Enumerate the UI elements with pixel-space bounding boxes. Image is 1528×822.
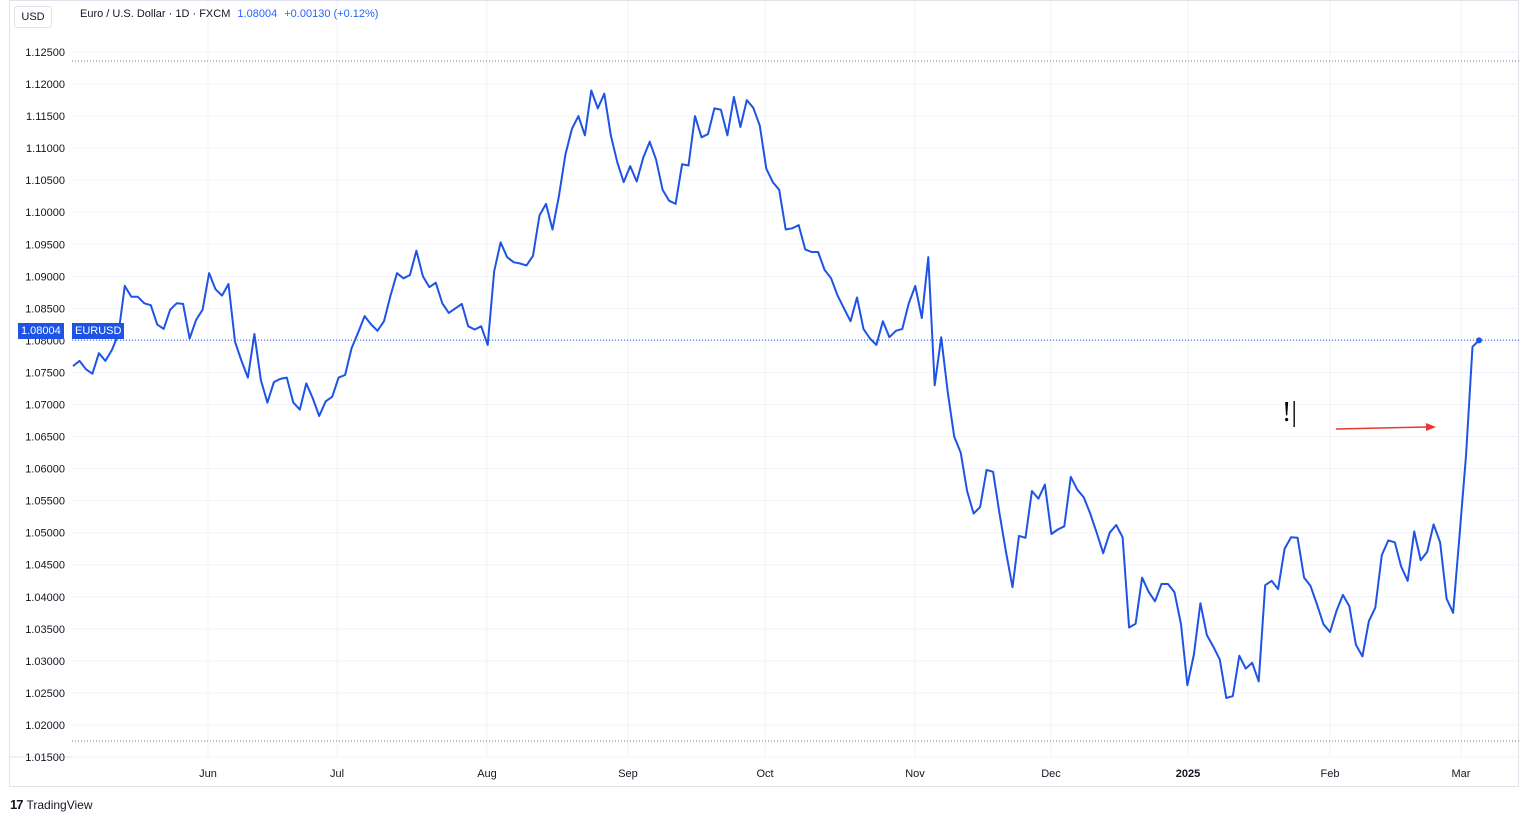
x-tick-label: Jul xyxy=(330,768,344,780)
x-tick-label: Sep xyxy=(618,768,638,780)
ticker-tag: EURUSD xyxy=(72,323,125,339)
y-axis-labels: 1.12500 1.12000 1.11500 1.11000 1.10500 1.100… xyxy=(25,47,65,764)
last-price-tag: 1.08004 xyxy=(18,323,64,339)
x-tick-label: Aug xyxy=(477,768,497,780)
y-tick-label: 1.12000 xyxy=(25,79,65,91)
x-tick-label: Feb xyxy=(1321,768,1340,780)
x-tick-label: 2025 xyxy=(1176,768,1200,780)
currency-selector[interactable]: USD xyxy=(14,6,52,28)
x-tick-label: Mar xyxy=(1452,768,1471,780)
y-tick-label: 1.06000 xyxy=(25,464,65,476)
x-axis-labels: Jun Jul Aug Sep Oct Nov Dec 2025 Feb Mar xyxy=(199,768,1471,780)
horizontal-gridlines xyxy=(72,51,1520,758)
x-tick-label: Oct xyxy=(756,768,773,780)
price-change: +0.00130 (+0.12%) xyxy=(284,8,379,20)
y-tick-label: 1.01500 xyxy=(25,752,65,764)
y-tick-label: 1.06500 xyxy=(25,432,65,444)
x-tick-label: Jun xyxy=(199,768,217,780)
y-tick-label: 1.08500 xyxy=(25,303,65,315)
y-tick-label: 1.02000 xyxy=(25,720,65,732)
y-tick-label: 1.05000 xyxy=(25,528,65,540)
y-tick-label: 1.04000 xyxy=(25,592,65,604)
symbol-title: Euro / U.S. Dollar · 1D · FXCM xyxy=(80,8,231,20)
tradingview-logo-icon: 17 xyxy=(10,797,24,812)
brand-name: TradingView xyxy=(26,797,93,812)
y-tick-label: 1.04500 xyxy=(25,560,65,572)
y-tick-label: 1.09000 xyxy=(25,271,65,283)
y-tick-label: 1.03000 xyxy=(25,656,65,668)
x-tick-label: Nov xyxy=(905,768,925,780)
y-tick-label: 1.12500 xyxy=(25,47,65,59)
y-tick-label: 1.11000 xyxy=(26,143,65,155)
chart-frame: 1.12500 1.12000 1.11500 1.11000 1.10500 1.100… xyxy=(9,0,1520,788)
y-tick-label: 1.02500 xyxy=(25,688,65,700)
last-price-value: 1.08004 xyxy=(237,8,278,20)
brand[interactable]: 17 TradingView xyxy=(10,797,93,812)
y-tick-label: 1.03500 xyxy=(25,624,65,636)
x-tick-label: Dec xyxy=(1041,768,1061,780)
chart-canvas[interactable]: 1.12500 1.12000 1.11500 1.11000 1.10500 1.100… xyxy=(10,1,1520,788)
handwritten-note: !| xyxy=(1282,397,1297,428)
y-tick-label: 1.07500 xyxy=(25,367,65,379)
price-series-line xyxy=(72,89,1480,699)
symbol-header: Euro / U.S. Dollar · 1D · FXCM 1.08004 +… xyxy=(80,8,378,20)
y-tick-label: 1.09500 xyxy=(25,239,65,251)
last-price-dot xyxy=(1476,337,1482,344)
y-tick-label: 1.07000 xyxy=(25,400,65,412)
drawing-arrow[interactable] xyxy=(1335,423,1436,431)
y-tick-label: 1.10500 xyxy=(25,175,65,187)
y-tick-label: 1.11500 xyxy=(26,111,65,123)
vertical-gridlines xyxy=(207,1,1462,757)
y-tick-label: 1.05500 xyxy=(25,496,65,508)
y-tick-label: 1.10000 xyxy=(25,207,65,219)
